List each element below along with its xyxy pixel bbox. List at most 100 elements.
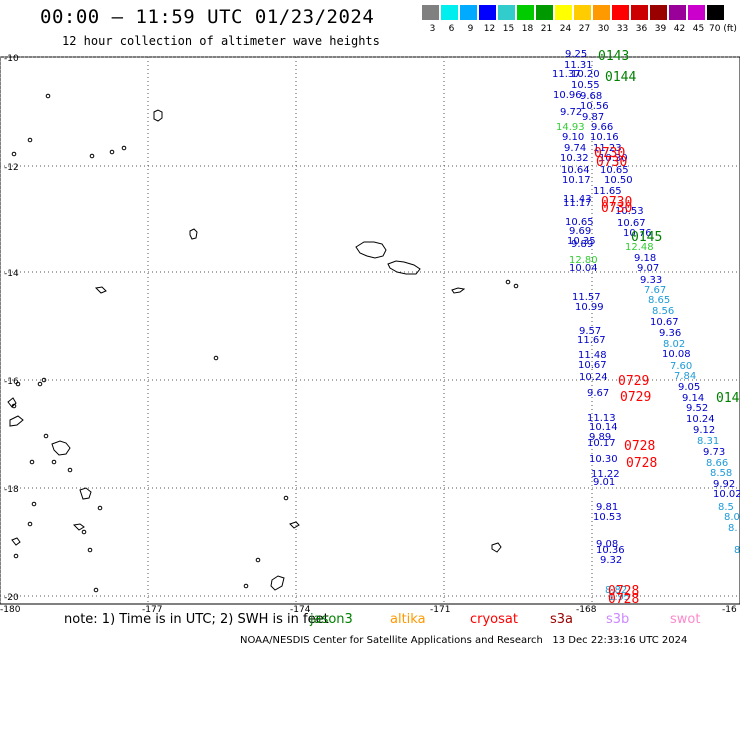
wave-height-label: 10.24	[579, 372, 608, 383]
wave-height-label: 10.50	[604, 175, 633, 186]
legend-jason3: jason3	[310, 612, 353, 627]
scale-label: 70 (ft)	[709, 24, 737, 34]
island-outline	[7, 397, 17, 408]
track-time-label: 0730	[601, 195, 632, 210]
scale-label: 27	[578, 24, 591, 34]
island-dot	[243, 583, 249, 589]
wave-height-label: 12.80	[569, 255, 598, 266]
wave-height-label: 8.0	[724, 512, 740, 523]
track-time-label: 0729	[620, 390, 651, 405]
wave-height-label: 11.23	[593, 143, 622, 154]
lat-tick-label: -18	[4, 485, 19, 495]
wave-height-label: 11.67	[577, 335, 606, 346]
lon-tick-label: -177	[142, 605, 162, 615]
island-dot	[51, 459, 57, 465]
lon-tick-label: -171	[430, 605, 450, 615]
wave-height-label: 10.65	[565, 217, 594, 228]
scale-label: 45	[692, 24, 705, 34]
lon-tick-label: -174	[290, 605, 311, 615]
wave-height-label: 7.84	[674, 371, 696, 382]
footer-credit: NOAA/NESDIS Center for Satellite Applica…	[240, 635, 688, 646]
wave-height-label: 11.37	[552, 69, 581, 80]
track-time-label: 014	[716, 391, 740, 406]
wave-height-label: 14.93	[556, 122, 585, 133]
altimeter-map: -10-12-14-16-18-20-180 -177 -174 -171 -168 -1…	[0, 49, 740, 615]
island-dot	[81, 529, 87, 535]
wave-height-label: 8.58	[710, 468, 732, 479]
scale-swatch	[498, 5, 515, 20]
wave-height-label: 10.08	[662, 349, 691, 360]
wave-height-label: 9.92	[713, 479, 735, 490]
island-dot	[89, 153, 95, 159]
scale-label: 36	[635, 24, 648, 34]
wave-height-label: 12.48	[625, 242, 654, 253]
scale-swatch	[555, 5, 572, 20]
wave-height-label: 9.10	[562, 132, 584, 143]
scale-swatch	[574, 5, 591, 20]
island-dot	[109, 149, 115, 155]
wave-height-label: 11.43	[563, 194, 592, 205]
wave-height-label: 8	[734, 545, 740, 556]
wave-height-label: 10.02	[713, 489, 740, 500]
island-dot	[11, 403, 17, 409]
island-dot	[41, 377, 47, 383]
track-time-label: 0145	[631, 230, 662, 245]
wave-height-label: 10.30	[589, 454, 618, 465]
lon-tick-label: -16	[722, 605, 737, 615]
wave-height-label: 11.13	[587, 413, 616, 424]
island-dot	[505, 279, 511, 285]
island-dot	[97, 505, 103, 511]
wave-height-label: 8.56	[652, 306, 674, 317]
island-dot	[15, 381, 21, 387]
scale-swatch	[688, 5, 705, 20]
scale-label: 3	[429, 24, 436, 34]
island-outline	[451, 287, 466, 294]
island-dot	[45, 93, 51, 99]
island-dot	[43, 433, 49, 439]
island-outline	[72, 523, 85, 531]
wave-height-label: 9.74	[564, 143, 586, 154]
scale-swatch	[536, 5, 553, 20]
lat-tick-label: -12	[4, 163, 19, 173]
island-dot	[27, 137, 33, 143]
island-dot	[121, 145, 127, 151]
scale-label: 15	[502, 24, 515, 34]
lat-tick-label: -10	[4, 54, 19, 64]
wave-height-label: 11.17	[563, 198, 592, 209]
island-dot	[513, 283, 519, 289]
legend-altika: altika	[390, 612, 426, 627]
wave-height-label: 10.24	[686, 414, 715, 425]
scale-swatch	[707, 5, 724, 20]
island-outline	[387, 260, 421, 275]
wave-height-label: 10.67	[578, 360, 607, 371]
island-dot	[87, 547, 93, 553]
wave-height-label: 9.87	[582, 112, 604, 123]
wave-height-label: 10.30	[599, 153, 628, 164]
wave-height-label: 10.53	[593, 512, 622, 523]
scale-swatch	[612, 5, 629, 20]
island-dot	[31, 501, 37, 507]
note-row: note: 1) Time is in UTC; 2) SWH is in fe…	[64, 612, 700, 732]
wave-height-label: 10.65	[600, 165, 629, 176]
wave-height-label: 8.82	[605, 585, 627, 596]
wave-height-label: 8.5	[718, 502, 734, 513]
wave-height-label: 10.53	[615, 206, 644, 217]
island-outline	[94, 286, 107, 294]
wave-height-label: 9.12	[693, 425, 715, 436]
wave-height-label: 9.52	[686, 403, 708, 414]
scale-label: 9	[467, 24, 474, 34]
wave-height-label: 8.66	[706, 458, 728, 469]
wave-height-label: 10.99	[575, 302, 604, 313]
scale-swatch	[479, 5, 496, 20]
lat-tick-label: -16	[4, 377, 19, 387]
note-text: note: 1) Time is in UTC; 2) SWH is in fe…	[64, 612, 329, 627]
island-outline	[189, 228, 198, 240]
island-dot	[67, 467, 73, 473]
island-dot	[37, 381, 43, 387]
island-outline	[491, 542, 502, 553]
wave-height-label: 10.17	[587, 438, 616, 449]
map-frame	[0, 56, 740, 605]
island-outline	[270, 575, 285, 591]
track-time-label: 0728	[626, 456, 657, 471]
scale-label: 21	[540, 24, 553, 34]
